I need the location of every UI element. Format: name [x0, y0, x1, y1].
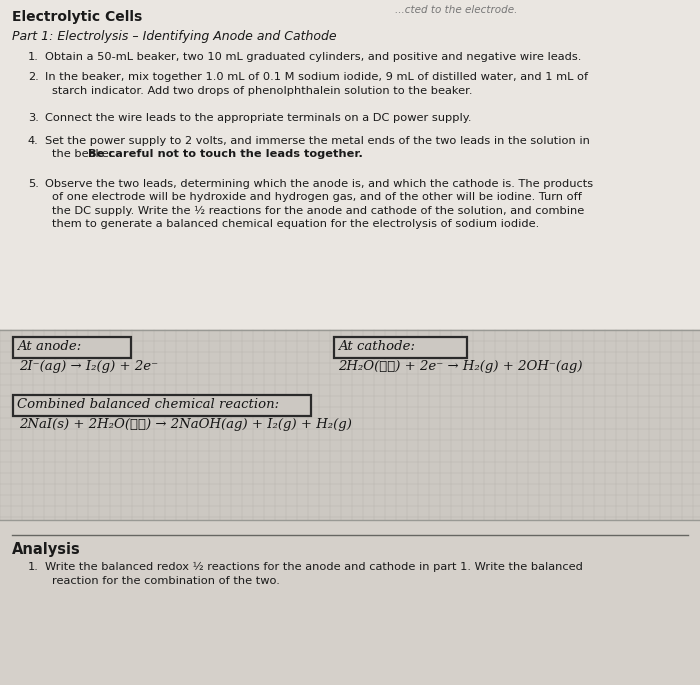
Text: At cathode:: At cathode:	[338, 340, 415, 353]
Text: reaction for the combination of the two.: reaction for the combination of the two.	[52, 575, 280, 586]
Text: the beaker.: the beaker.	[52, 149, 120, 159]
Text: Connect the wire leads to the appropriate terminals on a DC power supply.: Connect the wire leads to the appropriat…	[45, 113, 472, 123]
Text: Combined balanced chemical reaction:: Combined balanced chemical reaction:	[17, 398, 279, 411]
Text: At anode:: At anode:	[17, 340, 81, 353]
Text: In the beaker, mix together 1.0 mL of 0.1 M sodium iodide, 9 mL of distilled wat: In the beaker, mix together 1.0 mL of 0.…	[45, 72, 588, 82]
Text: 2I⁻(ag) → I₂(g) + 2e⁻: 2I⁻(ag) → I₂(g) + 2e⁻	[19, 360, 158, 373]
Text: 1.: 1.	[28, 562, 39, 572]
Text: them to generate a balanced chemical equation for the electrolysis of sodium iod: them to generate a balanced chemical equ…	[52, 219, 539, 229]
Bar	[0, 330, 700, 520]
Text: Electrolytic Cells: Electrolytic Cells	[12, 10, 142, 24]
Text: of one electrode will be hydroxide and hydrogen gas, and of the other will be io: of one electrode will be hydroxide and h…	[52, 192, 582, 202]
Text: Part 1: Electrolysis – Identifying Anode and Cathode: Part 1: Electrolysis – Identifying Anode…	[12, 30, 337, 43]
Text: Be careful not to touch the leads together.: Be careful not to touch the leads togeth…	[88, 149, 363, 159]
Text: 2NaI(s) + 2H₂O(ℓℓ) → 2NaOH(ag) + I₂(g) + H₂(g): 2NaI(s) + 2H₂O(ℓℓ) → 2NaOH(ag) + I₂(g) +…	[19, 418, 352, 431]
FancyBboxPatch shape	[333, 336, 466, 358]
Text: 5.: 5.	[28, 179, 39, 189]
Text: Observe the two leads, determining which the anode is, and which the cathode is.: Observe the two leads, determining which…	[45, 179, 593, 189]
Bar	[0, 520, 700, 685]
Text: 2.: 2.	[28, 72, 38, 82]
Text: the DC supply. Write the ½ reactions for the anode and cathode of the solution, : the DC supply. Write the ½ reactions for…	[52, 206, 584, 216]
Text: 2H₂O(ℓℓ) + 2e⁻ → H₂(g) + 2OH⁻(ag): 2H₂O(ℓℓ) + 2e⁻ → H₂(g) + 2OH⁻(ag)	[338, 360, 582, 373]
Bar	[0, 0, 700, 330]
Text: ...cted to the electrode.: ...cted to the electrode.	[395, 5, 517, 15]
Text: Write the balanced redox ½ reactions for the anode and cathode in part 1. Write : Write the balanced redox ½ reactions for…	[45, 562, 583, 572]
Text: 3.: 3.	[28, 113, 39, 123]
Text: Set the power supply to 2 volts, and immerse the metal ends of the two leads in : Set the power supply to 2 volts, and imm…	[45, 136, 590, 146]
Text: starch indicator. Add two drops of phenolphthalein solution to the beaker.: starch indicator. Add two drops of pheno…	[52, 86, 473, 96]
Text: 4.: 4.	[28, 136, 38, 146]
Text: Analysis: Analysis	[12, 542, 81, 557]
Text: Obtain a 50-mL beaker, two 10 mL graduated cylinders, and positive and negative : Obtain a 50-mL beaker, two 10 mL graduat…	[45, 52, 582, 62]
FancyBboxPatch shape	[13, 336, 130, 358]
Text: 1.: 1.	[28, 52, 39, 62]
FancyBboxPatch shape	[13, 395, 311, 416]
